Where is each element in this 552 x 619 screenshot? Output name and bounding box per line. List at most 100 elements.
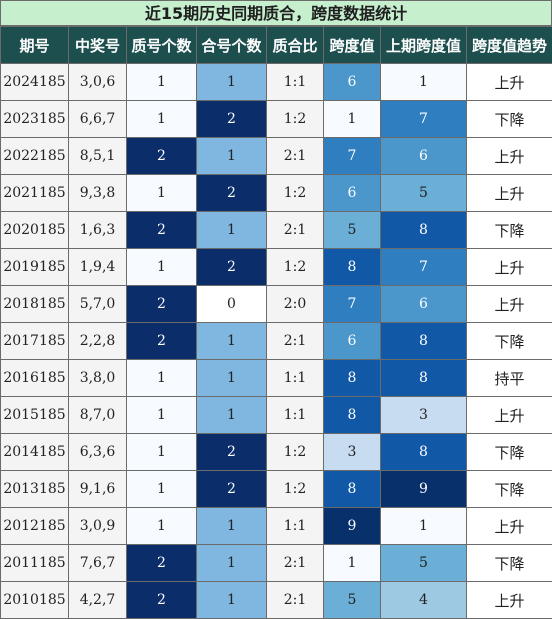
- cell-prime-count: 1: [127, 101, 197, 138]
- cell-composite-count: 2: [197, 101, 267, 138]
- cell-prev-span: 8: [381, 323, 467, 360]
- cell-trend: 上升: [467, 397, 552, 434]
- cell-prev-span: 4: [381, 582, 467, 619]
- cell-trend: 上升: [467, 64, 552, 101]
- cell-prime-count: 2: [127, 286, 197, 323]
- cell-period: 2022185: [1, 138, 69, 175]
- cell-composite-count: 1: [197, 138, 267, 175]
- cell-trend: 上升: [467, 286, 552, 323]
- cell-composite-count: 2: [197, 249, 267, 286]
- cell-prime-count: 1: [127, 360, 197, 397]
- cell-composite-count: 1: [197, 397, 267, 434]
- cell-composite-count: 1: [197, 64, 267, 101]
- cell-period: 2023185: [1, 101, 69, 138]
- cell-period: 2020185: [1, 212, 69, 249]
- cell-prev-span: 8: [381, 360, 467, 397]
- cell-ratio: 2:1: [267, 582, 324, 619]
- cell-span: 8: [324, 360, 381, 397]
- cell-numbers: 3,0,6: [69, 64, 127, 101]
- cell-prev-span: 8: [381, 434, 467, 471]
- cell-period: 2021185: [1, 175, 69, 212]
- cell-span: 8: [324, 471, 381, 508]
- cell-span: 7: [324, 286, 381, 323]
- cell-span: 6: [324, 323, 381, 360]
- lottery-stats-table: 期号 中奖号 质号个数 合号个数 质合比 跨度值 上期跨度值 跨度值趋势 202…: [0, 26, 552, 619]
- cell-numbers: 4,2,7: [69, 582, 127, 619]
- cell-trend: 上升: [467, 582, 552, 619]
- cell-prev-span: 1: [381, 64, 467, 101]
- cell-composite-count: 1: [197, 582, 267, 619]
- cell-numbers: 7,6,7: [69, 545, 127, 582]
- cell-numbers: 1,6,3: [69, 212, 127, 249]
- cell-prime-count: 1: [127, 64, 197, 101]
- cell-span: 3: [324, 434, 381, 471]
- cell-composite-count: 2: [197, 434, 267, 471]
- cell-ratio: 1:2: [267, 471, 324, 508]
- cell-composite-count: 1: [197, 323, 267, 360]
- cell-prime-count: 2: [127, 323, 197, 360]
- cell-trend: 下降: [467, 434, 552, 471]
- cell-ratio: 1:1: [267, 508, 324, 545]
- header-composite-count: 合号个数: [197, 27, 267, 64]
- cell-trend: 上升: [467, 175, 552, 212]
- cell-span: 8: [324, 249, 381, 286]
- cell-trend: 持平: [467, 360, 552, 397]
- cell-ratio: 2:1: [267, 545, 324, 582]
- cell-trend: 上升: [467, 508, 552, 545]
- cell-period: 2013185: [1, 471, 69, 508]
- cell-span: 5: [324, 212, 381, 249]
- header-span: 跨度值: [324, 27, 381, 64]
- cell-prev-span: 7: [381, 101, 467, 138]
- cell-trend: 下降: [467, 101, 552, 138]
- cell-prime-count: 2: [127, 138, 197, 175]
- cell-numbers: 6,6,7: [69, 101, 127, 138]
- cell-trend: 下降: [467, 323, 552, 360]
- cell-ratio: 1:2: [267, 175, 324, 212]
- cell-prime-count: 2: [127, 212, 197, 249]
- cell-prime-count: 1: [127, 175, 197, 212]
- cell-span: 6: [324, 175, 381, 212]
- cell-composite-count: 1: [197, 212, 267, 249]
- cell-prime-count: 1: [127, 471, 197, 508]
- cell-ratio: 1:2: [267, 101, 324, 138]
- cell-period: 2012185: [1, 508, 69, 545]
- header-prime-count: 质号个数: [127, 27, 197, 64]
- cell-numbers: 3,8,0: [69, 360, 127, 397]
- cell-trend: 上升: [467, 138, 552, 175]
- cell-prime-count: 1: [127, 397, 197, 434]
- cell-prev-span: 3: [381, 397, 467, 434]
- cell-composite-count: 1: [197, 545, 267, 582]
- header-period: 期号: [1, 27, 69, 64]
- cell-numbers: 9,3,8: [69, 175, 127, 212]
- cell-period: 2015185: [1, 397, 69, 434]
- cell-period: 2017185: [1, 323, 69, 360]
- header-numbers: 中奖号: [69, 27, 127, 64]
- cell-numbers: 6,3,6: [69, 434, 127, 471]
- cell-ratio: 2:1: [267, 138, 324, 175]
- cell-prev-span: 5: [381, 175, 467, 212]
- header-row: 期号 中奖号 质号个数 合号个数 质合比 跨度值 上期跨度值 跨度值趋势: [1, 27, 552, 64]
- cell-prev-span: 6: [381, 286, 467, 323]
- cell-ratio: 2:1: [267, 212, 324, 249]
- cell-period: 2014185: [1, 434, 69, 471]
- cell-composite-count: 2: [197, 175, 267, 212]
- cell-prev-span: 8: [381, 212, 467, 249]
- cell-period: 2010185: [1, 582, 69, 619]
- cell-prime-count: 1: [127, 249, 197, 286]
- cell-span: 7: [324, 138, 381, 175]
- cell-numbers: 8,5,1: [69, 138, 127, 175]
- header-prev-span: 上期跨度值: [381, 27, 467, 64]
- cell-ratio: 1:1: [267, 360, 324, 397]
- cell-ratio: 2:0: [267, 286, 324, 323]
- cell-composite-count: 1: [197, 508, 267, 545]
- cell-prime-count: 1: [127, 508, 197, 545]
